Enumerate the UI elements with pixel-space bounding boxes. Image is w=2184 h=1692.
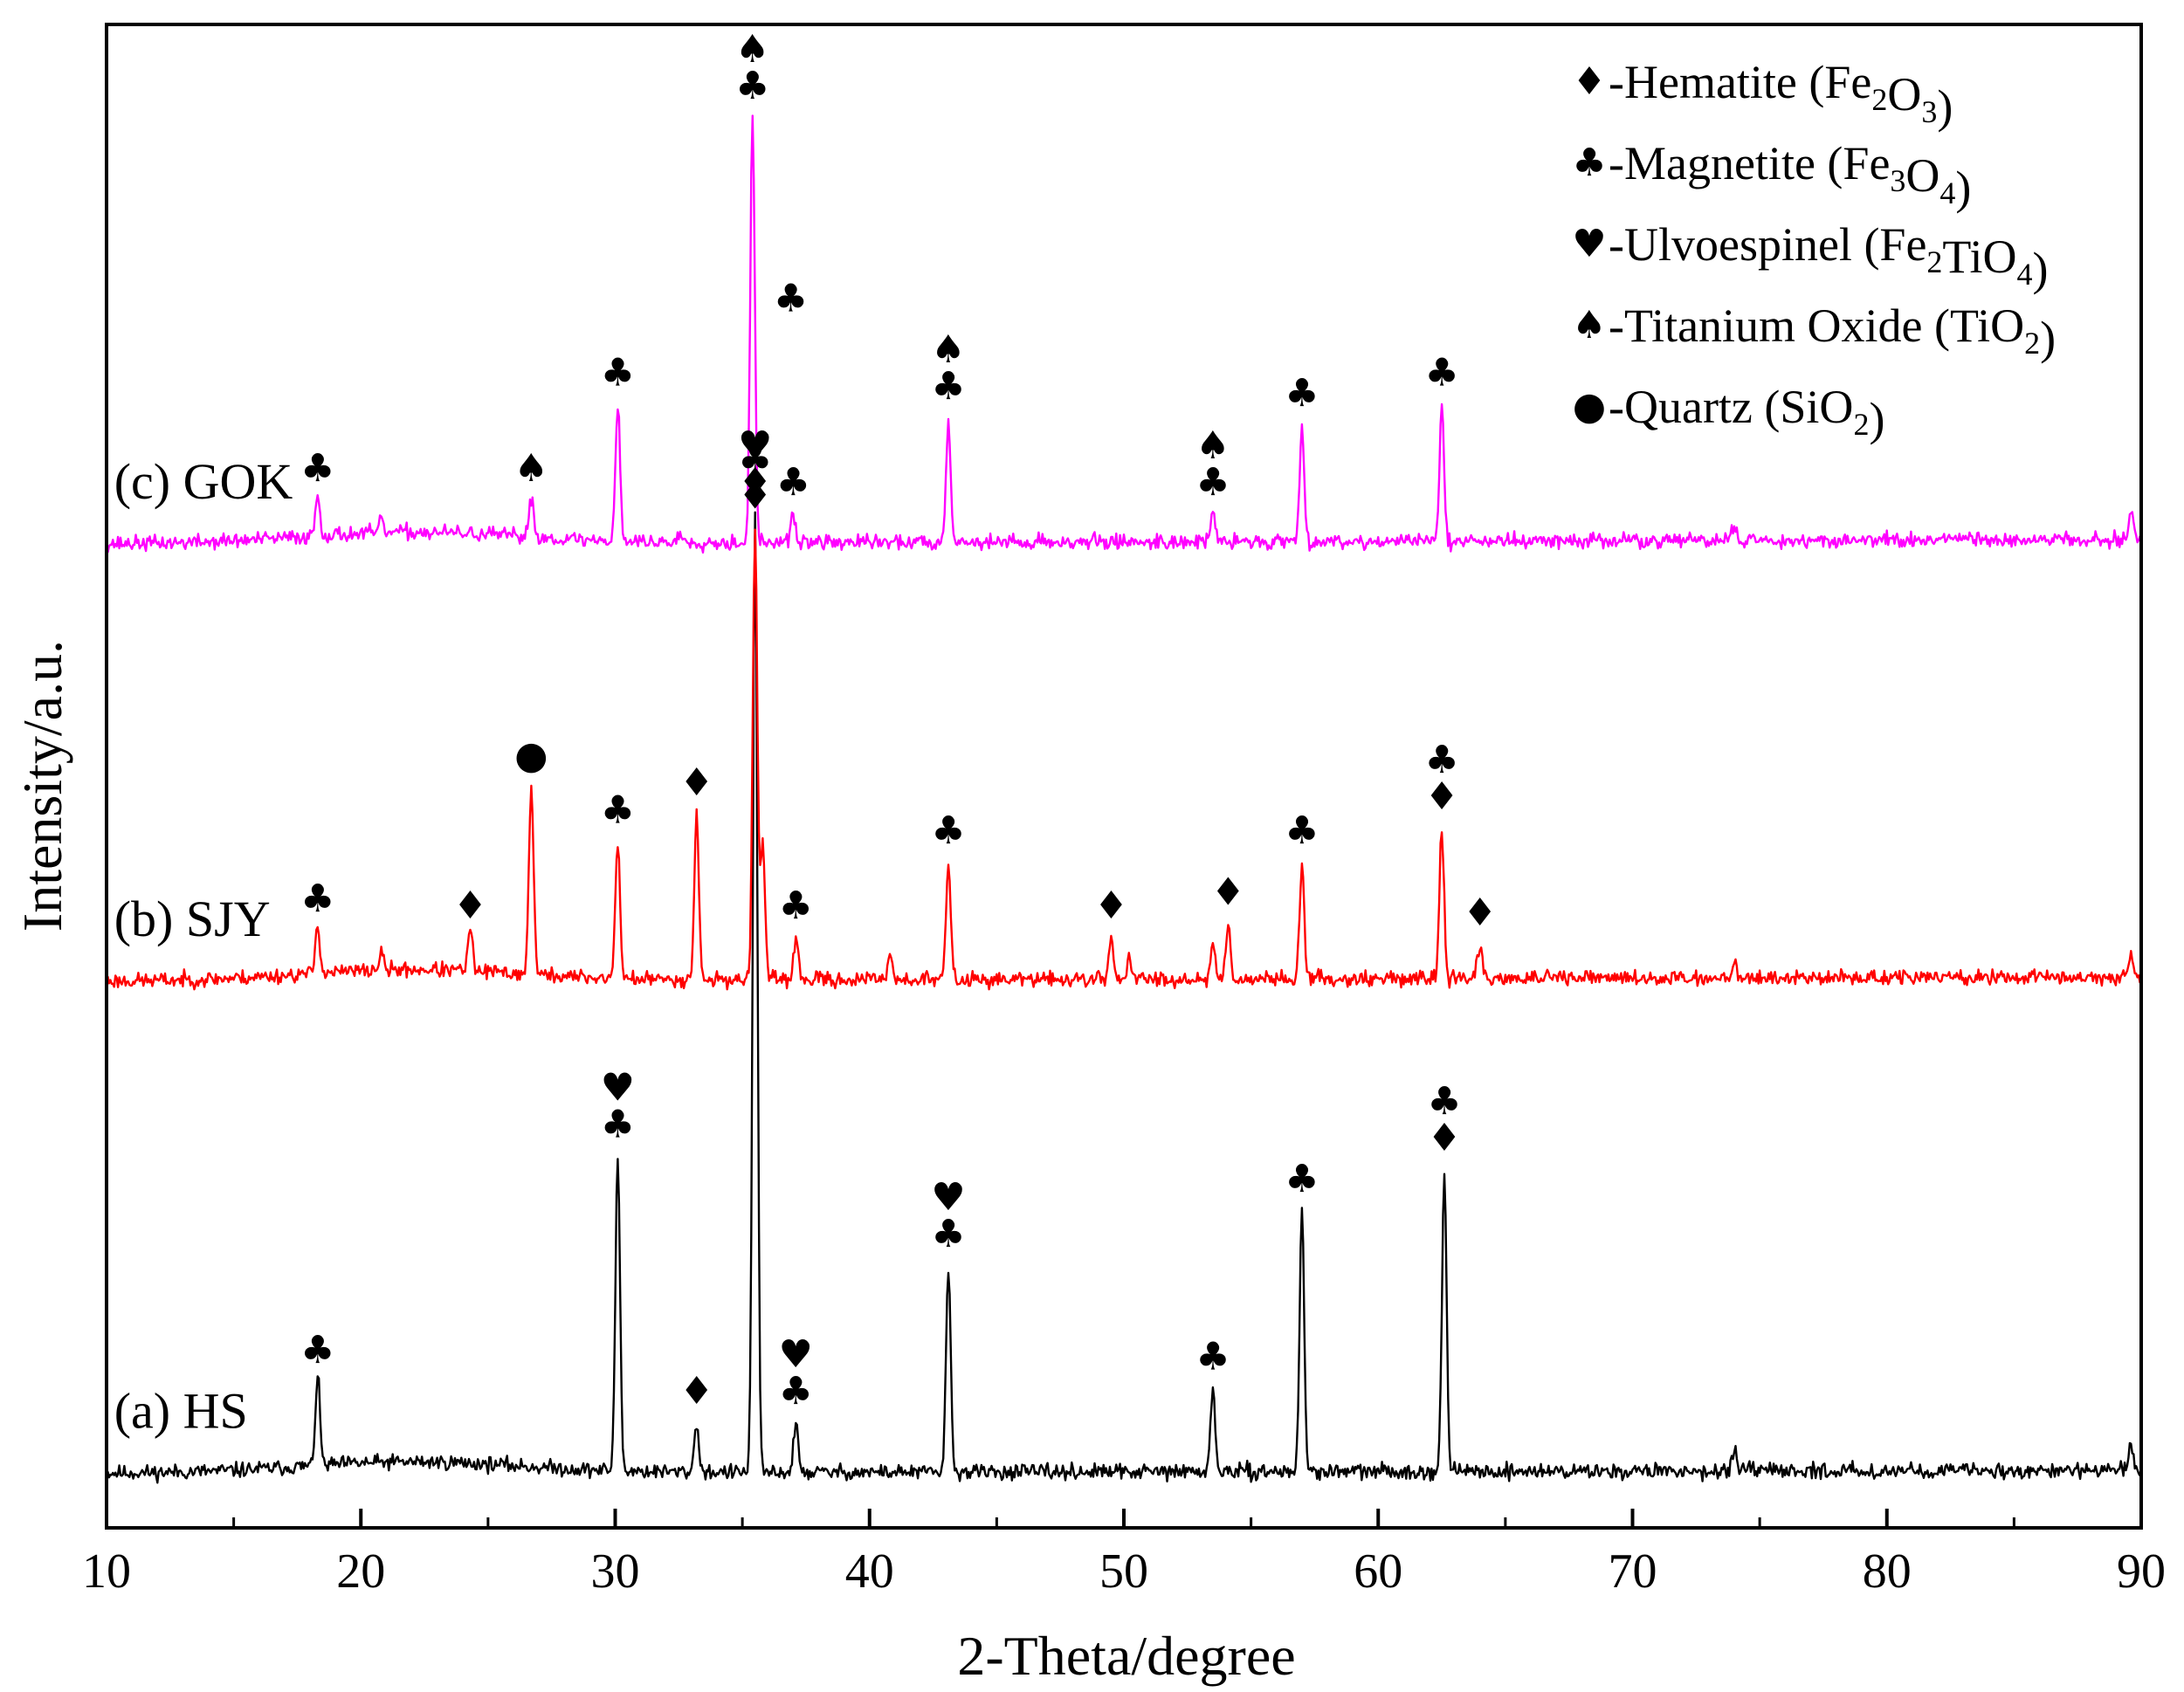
series-label-1: (b) SJY bbox=[114, 891, 271, 947]
series-label-2: (c) GOK bbox=[114, 453, 293, 510]
peak-marker: ● bbox=[514, 733, 548, 778]
series-line-1 bbox=[105, 528, 2143, 991]
peak-marker: ♣ bbox=[779, 1369, 813, 1413]
peak-marker: ♥ bbox=[779, 1332, 813, 1377]
legend-symbol-3: ♠ bbox=[1572, 303, 1606, 347]
legend-entry-2: -Ulvoespinel (Fe2TiO4) bbox=[1609, 218, 2049, 295]
x-tick-label: 60 bbox=[1354, 1544, 1402, 1599]
peak-marker: ♦ bbox=[738, 473, 772, 518]
x-tick-label: 80 bbox=[1863, 1544, 1912, 1599]
peak-marker: ♣ bbox=[601, 1103, 635, 1147]
peak-marker: ♣ bbox=[735, 64, 769, 108]
peak-marker: ♣ bbox=[1285, 1157, 1319, 1201]
annotation-layer: ♣♥♣♦♥♦♣♥♣♥♣♣♣♣♦♣ ♦●♣♦♣♦♣♣♦ ♦♣♣♦♦♣ ♠♣♠♣♣♠♣♠♣… bbox=[300, 27, 1497, 1413]
peak-marker: ♦ bbox=[1094, 884, 1128, 928]
peak-marker: ♣ bbox=[931, 1212, 965, 1256]
legend: ♦ -Hematite (Fe2O3)♣ -Magnetite (Fe3O4)♥ -U… bbox=[1572, 56, 2056, 445]
peak-marker: ♦ bbox=[1424, 774, 1458, 819]
peak-marker: ♥ bbox=[931, 1175, 965, 1220]
series-layer: (a) HS (b) SJY (c) GOK bbox=[105, 114, 2143, 1484]
legend-symbol-1: ♣ bbox=[1572, 141, 1606, 185]
x-tick-label: 70 bbox=[1609, 1544, 1657, 1599]
x-tick-label: 10 bbox=[82, 1544, 131, 1599]
peak-marker: ♥ bbox=[601, 1066, 635, 1111]
legend-entry-4: -Quartz (SiO2) bbox=[1609, 381, 1884, 445]
peak-marker: ♣ bbox=[300, 1328, 334, 1372]
peak-marker: ♣ bbox=[601, 351, 635, 395]
peak-marker: ♦ bbox=[1211, 870, 1245, 914]
peak-marker: ♣ bbox=[300, 877, 334, 921]
x-tick-label: 50 bbox=[1099, 1544, 1148, 1599]
peak-marker: ♣ bbox=[1195, 460, 1230, 505]
peak-marker: ♣ bbox=[1424, 738, 1458, 782]
peak-marker: ♦ bbox=[679, 1369, 713, 1413]
peak-marker: ♣ bbox=[931, 364, 965, 409]
peak-marker: ♣ bbox=[601, 788, 635, 832]
peak-marker: ♠ bbox=[931, 327, 965, 372]
series-label-0: (a) HS bbox=[114, 1383, 248, 1440]
peak-marker: ♠ bbox=[514, 446, 548, 491]
x-tick-label: 40 bbox=[845, 1544, 894, 1599]
legend-entry-1: -Magnetite (Fe3O4) bbox=[1609, 137, 1971, 214]
axis-layer: 10 20 30 40 50 60 70 80 90 bbox=[82, 23, 2166, 1599]
legend-symbol-2: ♥ bbox=[1572, 222, 1606, 266]
peak-marker: ♠ bbox=[735, 27, 769, 72]
peak-marker: ♣ bbox=[300, 446, 334, 491]
y-axis-title: Intensity/a.u. bbox=[11, 640, 73, 932]
series-line-2 bbox=[105, 114, 2143, 554]
peak-marker: ♦ bbox=[679, 760, 713, 805]
peak-marker: ♣ bbox=[776, 460, 810, 505]
legend-entry-0: -Hematite (Fe2O3) bbox=[1609, 56, 1953, 133]
peak-marker: ♦ bbox=[738, 460, 772, 505]
peak-marker: ♦ bbox=[1427, 1116, 1461, 1160]
peak-marker: ♣ bbox=[1427, 1079, 1461, 1124]
x-axis-title: 2-Theta/degree bbox=[957, 1625, 1295, 1687]
peak-marker: ♦ bbox=[1463, 891, 1497, 935]
peak-marker: ♥ bbox=[738, 423, 772, 468]
peak-marker: ♣ bbox=[1424, 351, 1458, 395]
peak-marker: ♠ bbox=[1195, 423, 1230, 468]
peak-marker: ♣ bbox=[779, 884, 813, 928]
series-line-0 bbox=[105, 511, 2142, 1484]
legend-entry-3: -Titanium Oxide (TiO2) bbox=[1609, 299, 2056, 364]
x-tick-label: 20 bbox=[336, 1544, 385, 1599]
x-tick-label: 90 bbox=[2117, 1544, 2166, 1599]
peak-marker: ♣ bbox=[738, 437, 772, 481]
legend-symbol-4: ● bbox=[1573, 384, 1606, 429]
legend-symbol-0: ♦ bbox=[1572, 59, 1606, 104]
x-tick-label: 30 bbox=[591, 1544, 640, 1599]
peak-marker: ♦ bbox=[453, 884, 487, 928]
peak-marker: ♣ bbox=[1285, 371, 1319, 416]
peak-marker: ♣ bbox=[1195, 1335, 1230, 1379]
peak-marker: ♣ bbox=[931, 808, 965, 853]
peak-marker: ♣ bbox=[774, 277, 808, 321]
peak-marker: ♣ bbox=[1285, 808, 1319, 853]
